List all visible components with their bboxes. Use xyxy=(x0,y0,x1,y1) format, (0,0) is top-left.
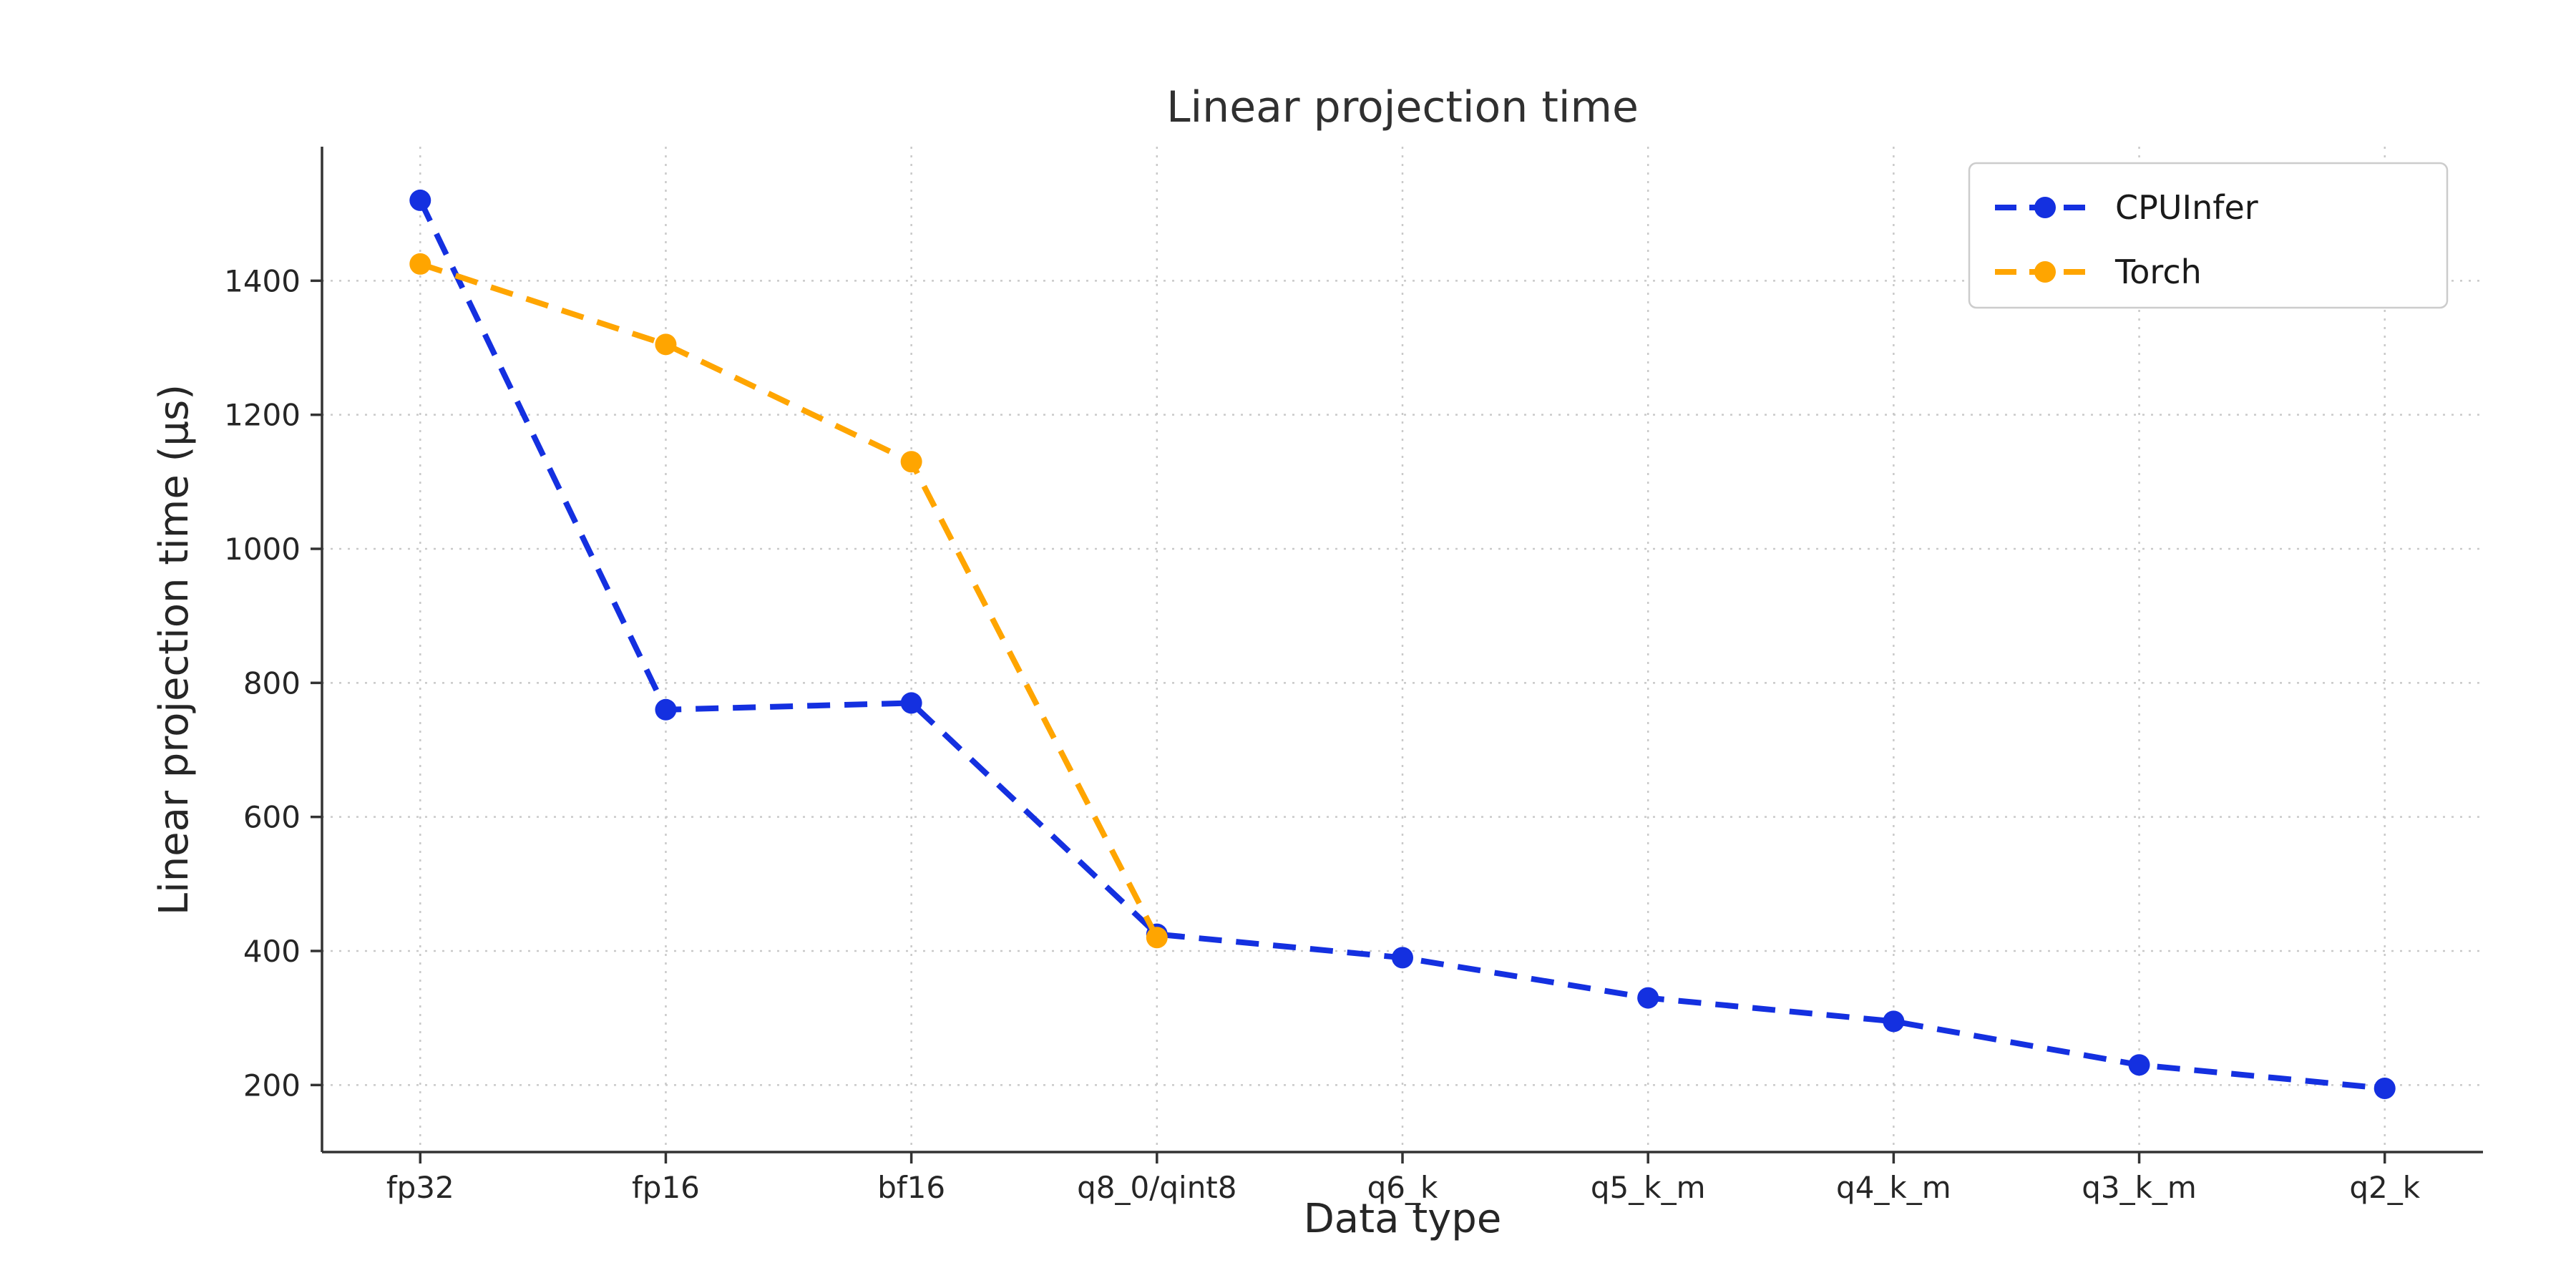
data-point-marker xyxy=(1883,1010,1905,1033)
data-point-marker xyxy=(1392,947,1413,969)
data-point-marker xyxy=(655,333,677,356)
legend-item-cpuinfer: CPUInfer xyxy=(1995,188,2258,227)
legend-box xyxy=(1968,162,2449,309)
x-tick-label: q2_k xyxy=(2349,1170,2420,1205)
x-tick-label: q3_k_m xyxy=(2082,1170,2197,1205)
x-tick-label: q6_k xyxy=(1367,1170,1438,1205)
data-point-marker xyxy=(1146,927,1168,949)
y-tick-label: 800 xyxy=(243,665,301,701)
legend-item-torch: Torch xyxy=(1995,253,2202,291)
chart-title: Linear projection time xyxy=(1166,82,1639,132)
data-point-marker xyxy=(409,189,431,211)
legend-label: CPUInfer xyxy=(2115,188,2258,227)
y-tick-label: 200 xyxy=(243,1068,301,1103)
axes: 200 400 600 800 1000 1200 1400 fp32 fp16 bf16 q8_0… xyxy=(224,147,2483,1205)
x-tick-label: fp16 xyxy=(632,1170,700,1205)
data-point-marker xyxy=(900,451,922,473)
data-point-marker xyxy=(655,698,677,721)
legend-label: Torch xyxy=(2114,253,2202,291)
y-tick-label: 600 xyxy=(243,800,301,835)
x-tick-label: fp32 xyxy=(386,1170,454,1205)
legend-marker-icon xyxy=(2034,261,2056,283)
data-point-marker xyxy=(409,253,431,275)
data-series xyxy=(409,189,2396,1100)
x-tick-label: q8_0/qint8 xyxy=(1077,1170,1236,1205)
x-tick-label: q5_k_m xyxy=(1591,1170,1706,1205)
legend: CPUInfer Torch xyxy=(1968,162,2449,309)
x-tick-label: q4_k_m xyxy=(1836,1170,1951,1205)
legend-marker-icon xyxy=(2034,197,2056,218)
y-tick-label: 400 xyxy=(243,934,301,969)
x-tick-label: bf16 xyxy=(877,1170,945,1205)
series-line xyxy=(419,261,1160,940)
y-tick-label: 1000 xyxy=(224,532,301,567)
data-point-marker xyxy=(2373,1078,2396,1100)
data-point-marker xyxy=(2128,1054,2150,1076)
data-point-marker xyxy=(900,692,922,714)
data-point-marker xyxy=(1637,987,1659,1009)
y-tick-label: 1200 xyxy=(224,398,301,433)
x-axis-label: Data type xyxy=(1304,1196,1502,1242)
y-tick-label: 1400 xyxy=(224,263,301,298)
y-axis-label: Linear projection time (μs) xyxy=(151,384,197,915)
